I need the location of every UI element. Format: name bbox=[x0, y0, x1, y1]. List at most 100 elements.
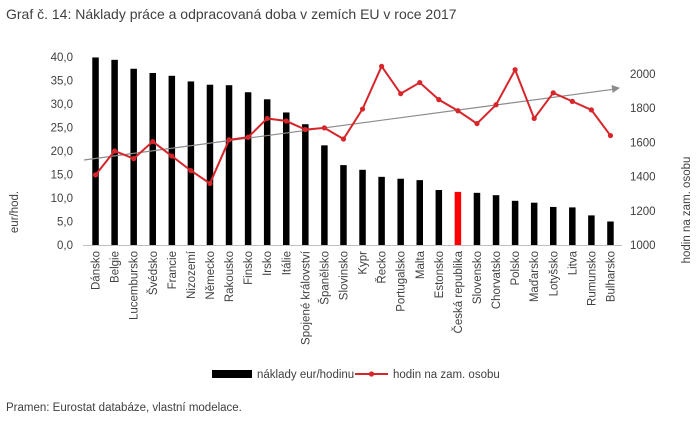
x-tick-label: Německo bbox=[205, 251, 217, 300]
legend-line-marker bbox=[368, 371, 375, 377]
bar bbox=[225, 85, 233, 245]
bar bbox=[511, 200, 519, 245]
left-tick-label: 10,0 bbox=[51, 193, 73, 205]
bar bbox=[435, 190, 443, 245]
hours-point bbox=[150, 138, 156, 145]
hours-point bbox=[92, 172, 99, 178]
x-tick-label: Dánsko bbox=[91, 251, 103, 290]
hours-point bbox=[417, 79, 423, 86]
hours-point bbox=[264, 115, 270, 122]
hours-point bbox=[607, 132, 614, 139]
bar bbox=[92, 57, 99, 245]
hours-point bbox=[340, 136, 347, 142]
bar bbox=[473, 192, 481, 245]
right-y-axis: 1000 1200 1400 1600 1800 2000 bbox=[630, 69, 656, 252]
left-y-axis: 0,0 5,0 10,0 15,0 20,0 25,0 30,0 35,0 40,0 bbox=[51, 52, 73, 252]
bar bbox=[588, 215, 595, 245]
left-tick-label: 5,0 bbox=[57, 217, 73, 229]
x-tick-label: Malta bbox=[415, 250, 427, 279]
left-tick-label: 15,0 bbox=[51, 170, 73, 182]
hours-point bbox=[436, 97, 442, 103]
legend-line-label: hodin na zam. osobu bbox=[393, 369, 500, 381]
bar bbox=[321, 145, 328, 245]
hours-point bbox=[398, 91, 404, 97]
x-tick-label: Lotyšsko bbox=[548, 251, 560, 296]
bar bbox=[569, 207, 576, 245]
x-tick-label: Spojené království bbox=[300, 250, 312, 345]
hours-point bbox=[474, 120, 480, 127]
x-tick-label: Itálie bbox=[281, 251, 293, 275]
bar bbox=[454, 191, 462, 245]
legend-bar-label: náklady eur/hodinu bbox=[257, 369, 354, 381]
hours-point bbox=[569, 98, 575, 104]
hours-point bbox=[379, 63, 385, 69]
bar bbox=[168, 75, 176, 245]
bar bbox=[244, 92, 252, 245]
bar bbox=[149, 72, 156, 245]
left-tick-label: 20,0 bbox=[51, 146, 73, 158]
right-tick-label: 1200 bbox=[630, 206, 656, 218]
legend-bar-swatch bbox=[212, 370, 252, 378]
right-tick-label: 2000 bbox=[630, 69, 656, 81]
hours-point bbox=[112, 148, 118, 154]
x-tick-label: Slovensko bbox=[472, 251, 484, 304]
x-tick-label: Rumunsko bbox=[586, 251, 598, 306]
bar bbox=[283, 112, 290, 246]
hours-point bbox=[188, 168, 194, 174]
hours-point bbox=[455, 108, 461, 114]
x-tick-label: Česká republika bbox=[452, 250, 465, 333]
x-tick-label: Lucembursko bbox=[129, 251, 141, 320]
x-tick-label: Maďarsko bbox=[529, 251, 541, 302]
hours-point bbox=[531, 115, 537, 122]
hours-point bbox=[169, 153, 175, 159]
hours-point bbox=[245, 134, 251, 140]
x-tick-label: Francie bbox=[167, 251, 179, 289]
bar-series bbox=[92, 57, 614, 246]
x-tick-label: Portugalsko bbox=[396, 251, 408, 312]
right-axis-label: hodin na zam. osobu bbox=[681, 157, 693, 264]
left-tick-label: 30,0 bbox=[51, 99, 73, 111]
left-axis-label: eur/hod. bbox=[9, 191, 21, 233]
legend: náklady eur/hodinu hodin na zam. osobu bbox=[212, 369, 500, 381]
x-tick-label: Řecko bbox=[376, 251, 389, 284]
x-tick-label: Litva bbox=[567, 250, 579, 275]
hours-point bbox=[321, 125, 327, 131]
hours-point bbox=[302, 126, 308, 133]
bar bbox=[378, 176, 385, 245]
right-tick-label: 1800 bbox=[630, 103, 656, 115]
x-tick-label: Estonsko bbox=[434, 251, 446, 298]
left-tick-label: 25,0 bbox=[51, 123, 73, 135]
right-tick-label: 1600 bbox=[630, 137, 656, 149]
x-tick-label: Španělsko bbox=[318, 251, 331, 305]
hours-point bbox=[359, 106, 366, 112]
hours-point bbox=[588, 107, 594, 113]
bar bbox=[206, 84, 214, 245]
left-tick-label: 35,0 bbox=[51, 76, 73, 88]
bar bbox=[359, 169, 366, 245]
x-tick-label: Slovinsko bbox=[338, 251, 350, 300]
x-tick-label: Kypr bbox=[358, 251, 370, 275]
bar bbox=[187, 81, 195, 245]
trendline bbox=[83, 85, 620, 161]
line-series bbox=[92, 63, 614, 187]
bar bbox=[607, 221, 614, 245]
x-tick-label: Polsko bbox=[510, 251, 522, 286]
bar bbox=[416, 180, 423, 245]
x-tick-labels: Dánsko Belgie Lucembursko Švédsko Francie Niz… bbox=[91, 250, 618, 345]
hours-point bbox=[493, 102, 499, 108]
bar bbox=[550, 206, 557, 245]
source-note: Pramen: Eurostat databáze, vlastní model… bbox=[6, 402, 242, 414]
x-tick-label: Bulharsko bbox=[605, 251, 617, 302]
x-tick-label: Belgie bbox=[110, 251, 122, 283]
right-tick-label: 1400 bbox=[630, 172, 656, 184]
chart-title: Graf č. 14: Náklady práce a odpracovaná … bbox=[6, 6, 457, 22]
bar bbox=[530, 202, 538, 245]
bar bbox=[263, 99, 271, 245]
x-tick-label: Finsko bbox=[243, 251, 255, 285]
x-tick-label: Rakousko bbox=[224, 251, 236, 302]
hours-point bbox=[550, 90, 556, 96]
trendline-arrowhead bbox=[611, 85, 620, 93]
x-tick-label: Irsko bbox=[262, 251, 274, 276]
hours-line bbox=[94, 64, 612, 185]
